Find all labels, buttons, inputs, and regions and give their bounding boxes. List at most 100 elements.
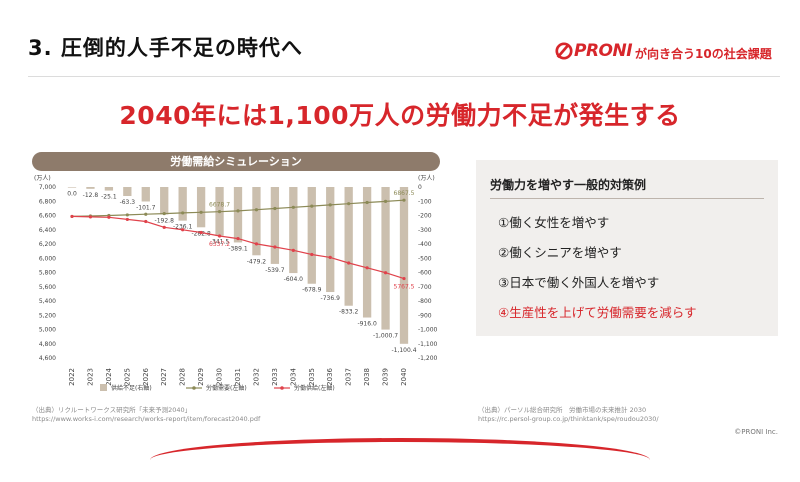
x-tick-label: 2034 [289,367,297,385]
bar-value-label: -101.7 [136,204,156,211]
right-tick-label: -200 [418,213,432,220]
bar-value-label: -12.8 [83,192,99,199]
x-tick-label: 2035 [308,368,316,386]
shortage-bar [233,187,243,243]
measure-item: ③日本で働く外国人を増やす [498,275,660,290]
right-tick-label: -800 [418,298,432,305]
source-left-title: （出典）リクルートワークス研究所「未来予測2040」 [32,406,192,414]
left-axis-unit: (万人) [34,175,51,182]
demand-value-label: 6867.5 [394,190,415,197]
shortage-bar [141,187,150,202]
x-tick-label: 2040 [400,368,408,386]
bar-value-label: 0.0 [67,191,77,198]
supply-point [328,255,332,259]
x-tick-label: 2028 [179,368,187,386]
demand-point [217,210,222,214]
bar-value-label: -192.8 [155,217,175,224]
supply-point [254,242,259,246]
supply-point [199,230,203,235]
legend-label: 供給不足(右軸) [111,384,152,392]
shortage-bar [178,187,187,221]
demand-point [310,204,314,208]
right-tick-label: -1,100 [418,341,438,348]
bar-value-label: -389.1 [228,245,248,252]
left-tick-label: 5,400 [39,298,56,305]
bar-value-label: -604.0 [284,276,304,283]
right-tick-label: -900 [418,312,432,319]
right-tick-label: -600 [418,270,432,277]
bar-value-label: -236.1 [173,224,193,231]
bar-value-label: -916.0 [357,321,377,328]
bar-value-label: -341.5 [210,239,230,246]
header-divider [28,76,780,77]
legend-label: 労働需要(左軸) [206,384,247,392]
x-tick-label: 2036 [326,367,334,385]
supply-point [162,225,166,229]
right-tick-label: -500 [418,255,432,262]
measures-panel: 労働力を増やす一般的対策例 ①働く女性を増やす ②働くシニアを増やす ③日本で働… [476,160,778,336]
x-tick-label: 2025 [123,368,131,386]
shortage-bar [362,187,372,318]
x-tick-label: 2037 [345,368,353,386]
supply-point [144,219,148,224]
left-tick-label: 6,400 [39,227,56,234]
legend-marker-demand [192,386,196,390]
supply-point [70,214,74,219]
bar-value-label: -736.9 [321,295,341,302]
right-tick-label: -1,200 [418,355,438,362]
demand-value-label: 6678.7 [209,202,230,209]
measure-item: ①働く女性を増やす [498,215,610,230]
bar-value-label: -539.7 [265,267,285,274]
left-tick-label: 4,600 [39,355,56,362]
shortage-bar [289,187,298,274]
supply-point [217,234,222,238]
supply-point [310,252,314,257]
logo-tagline: が向き合う10の社会課題 [635,47,772,61]
demand-point [236,209,240,213]
x-tick-label: 2033 [271,368,279,386]
panel-divider [490,198,764,199]
demand-point [273,206,277,211]
supply-point [125,217,129,222]
x-tick-label: 2029 [197,368,205,386]
source-left-url[interactable]: https://www.works-i.com/research/works-r… [32,415,261,423]
shortage-bar [86,187,95,189]
shortage-bar [252,187,261,256]
supply-point [365,266,369,270]
x-tick-label: 2026 [142,367,150,385]
right-tick-label: -700 [418,284,432,291]
shortage-bar [381,187,390,330]
left-tick-label: 4,800 [39,341,56,348]
left-tick-label: 7,000 [39,184,56,191]
supply-value-label: 6337.2 [209,241,230,248]
shortage-bar [123,187,132,197]
bar-value-label: -833.2 [339,309,359,316]
x-tick-label: 2024 [105,367,113,385]
demand-point [328,203,332,207]
brand-logo: PRONI が向き合う10の社会課題 [555,40,785,64]
demand-point [291,205,295,209]
demand-point [125,213,129,217]
right-tick-label: -400 [418,241,432,248]
shortage-bar [307,187,316,284]
bar-value-label: -25.1 [101,194,117,201]
demand-point [402,198,406,202]
left-tick-label: 6,000 [39,255,56,262]
x-tick-label: 2030 [216,368,224,386]
proni-logo-icon [555,42,573,60]
source-right-url[interactable]: https://rc.persol-group.co.jp/thinktank/… [478,415,659,423]
demand-point [347,202,351,206]
right-tick-label: 0 [418,184,422,191]
left-tick-label: 6,800 [39,198,56,205]
logo-wordmark: PRONI [574,41,633,61]
source-right-title: （出典）パーソル総合研究所 労働市場の未来推計 2030 [478,406,647,414]
measure-item-highlight: ④生産性を上げて労働需要を減らす [498,305,697,320]
shortage-bar [67,187,77,188]
left-tick-label: 5,600 [39,284,56,291]
shortage-bar [326,187,335,293]
x-tick-label: 2031 [234,368,242,386]
x-tick-label: 2039 [382,368,390,386]
slide-title: 3. 圧倒的人手不足の時代へ [28,36,303,60]
shortage-bar [399,187,409,344]
decorative-arc [150,438,650,482]
